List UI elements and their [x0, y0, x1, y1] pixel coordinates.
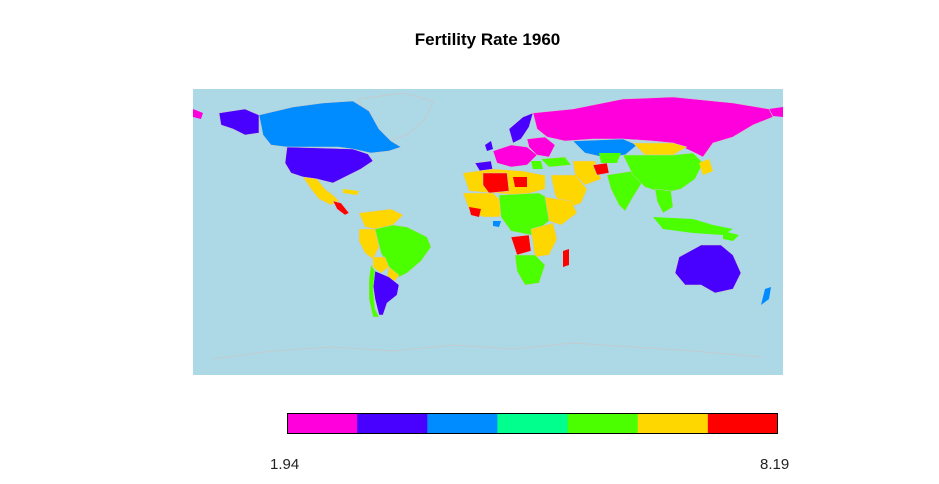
- legend-bin-4: [497, 413, 569, 434]
- country-chukotka-west: [193, 109, 203, 119]
- legend-max-label: 8.19: [760, 456, 790, 473]
- world-map: [193, 89, 783, 375]
- country-indonesia: [653, 217, 733, 235]
- country-korea-japan: [699, 159, 713, 175]
- color-legend: [287, 413, 778, 434]
- country-libya: [513, 177, 527, 187]
- country-new-zealand: [761, 287, 771, 305]
- antarctica-outline: [212, 342, 764, 360]
- country-gulf-guinea: [493, 221, 501, 227]
- country-chukotka-east: [769, 107, 783, 117]
- legend-bin-2: [357, 413, 428, 434]
- country-southern-africa: [514, 254, 546, 286]
- country-alaska: [218, 108, 260, 136]
- country-argentina: [372, 270, 400, 316]
- country-western-europe: [492, 144, 538, 168]
- country-caribbean: [343, 189, 359, 195]
- country-bolivia: [372, 256, 390, 274]
- country-afghanistan: [592, 162, 610, 176]
- country-turkey: [540, 156, 572, 168]
- country-uk: [485, 141, 493, 151]
- country-algeria: [482, 172, 510, 194]
- country-west-africa-red: [469, 207, 481, 217]
- country-central-america: [332, 200, 350, 216]
- country-png: [723, 231, 739, 241]
- country-central-asia: [599, 153, 621, 163]
- country-east-africa: [530, 222, 558, 258]
- map-title: Fertility Rate 1960: [414, 30, 561, 49]
- legend-border: [287, 413, 778, 434]
- legend-bin-1: [287, 413, 358, 434]
- country-balkans: [531, 161, 543, 169]
- country-china: [622, 152, 704, 194]
- country-mongolia: [632, 142, 688, 156]
- country-southeast-asia: [654, 188, 674, 214]
- country-egypt: [529, 175, 545, 189]
- country-chile: [368, 264, 380, 318]
- legend-bin-7: [707, 413, 778, 434]
- country-usa: [284, 146, 374, 184]
- legend-bin-5: [567, 413, 639, 434]
- country-canada: [258, 100, 402, 154]
- country-scandinavia: [508, 112, 534, 144]
- country-mexico: [302, 176, 340, 206]
- country-angola: [510, 234, 532, 256]
- country-madagascar: [563, 249, 569, 267]
- legend-bin-6: [637, 413, 709, 434]
- legend-bin-3: [427, 413, 498, 434]
- country-australia: [674, 244, 742, 294]
- country-east-europe: [526, 136, 556, 158]
- country-russia: [532, 96, 774, 158]
- legend-min-label: 1.94: [270, 456, 300, 473]
- country-horn-africa: [544, 196, 578, 226]
